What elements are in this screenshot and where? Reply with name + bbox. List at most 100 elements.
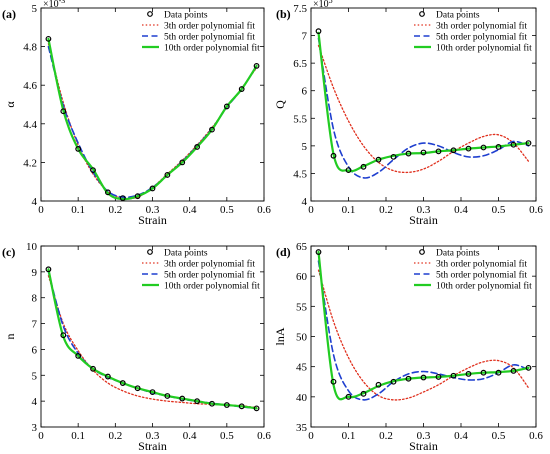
- data-point: [149, 389, 156, 395]
- x-tick-label: 0.3: [417, 430, 431, 442]
- y-axis-multiplier: ×10-3: [43, 0, 65, 10]
- x-tick-label: 0.4: [454, 430, 468, 442]
- data-point: [60, 108, 67, 115]
- y-axis-label: n: [3, 334, 17, 340]
- legend-label: 10th order polynomial fit: [164, 280, 260, 291]
- panel-d: 0 0.1 0.2 0.3 0.4 0.5 0.6 35 40 45 50 55 60 65 Strain l…: [273, 241, 543, 453]
- data-point: [60, 332, 67, 339]
- series-line-fit-10th: [47, 268, 258, 410]
- y-tick-label: 40: [296, 392, 308, 404]
- y-tick-label: 6.5: [293, 58, 307, 70]
- y-axis-label: lnA: [273, 327, 287, 345]
- legend-label: 10th order polynomial fit: [436, 280, 532, 291]
- y-tick-label: 50: [296, 332, 308, 344]
- y-tick-label: 4: [32, 196, 38, 208]
- data-point: [405, 375, 412, 382]
- legend-label: 3th order polynomial fit: [164, 258, 255, 269]
- data-point: [90, 365, 96, 372]
- data-point: [450, 147, 457, 154]
- data-point: [223, 402, 230, 408]
- x-tick-label: 0.3: [417, 204, 431, 216]
- series-line-fit-3th: [317, 269, 530, 401]
- y-tick-label: 4.6: [23, 80, 37, 92]
- x-tick-label: 0: [308, 204, 314, 216]
- panel-label: (a): [2, 7, 16, 21]
- data-point: [90, 167, 96, 174]
- multiplier-exponent: -3: [59, 0, 66, 5]
- x-tick-label: 0.5: [220, 204, 234, 216]
- legend-label: 5th order polynomial fit: [164, 31, 255, 42]
- x-tick-label: 0.5: [220, 430, 234, 442]
- data-point: [510, 141, 517, 148]
- panel-label: (d): [276, 245, 291, 259]
- x-tick-label: 0: [308, 430, 314, 442]
- y-tick-label: 5: [302, 141, 308, 153]
- legend-label: 5th order polynomial fit: [164, 269, 255, 280]
- x-tick-label: 0.2: [108, 204, 122, 216]
- series-group: [47, 268, 258, 410]
- x-tick-label: 0.4: [454, 204, 468, 216]
- data-point: [450, 372, 457, 379]
- data-point: [375, 381, 382, 388]
- y-tick-label: 7: [302, 31, 308, 43]
- x-tick-label: 0.3: [146, 430, 160, 442]
- series-line-fit-3th: [47, 43, 258, 200]
- panel-c: 0 0.1 0.2 0.3 0.4 0.5 0.6 3 4 5 6 7 8 9 10 Strain n (c) Da…: [2, 241, 271, 453]
- legend-label: Data points: [164, 248, 208, 258]
- x-tick-label: 0.4: [183, 204, 197, 216]
- x-axis-label: Strain: [409, 439, 438, 453]
- y-tick-label: 3: [32, 422, 38, 434]
- y-tick-label: 7: [32, 319, 38, 331]
- x-tick-label: 0.1: [342, 430, 356, 442]
- series-group: [47, 37, 258, 201]
- legend-label: Data points: [164, 10, 208, 20]
- data-point: [238, 403, 245, 410]
- x-axis-label: Strain: [138, 439, 167, 453]
- legend-label: Data points: [436, 10, 480, 20]
- data-point: [119, 380, 126, 386]
- series-line-fit-5th: [47, 45, 258, 199]
- data-point: [194, 144, 201, 150]
- data-point: [209, 126, 215, 133]
- data-point: [253, 63, 260, 69]
- multiplier-base: ×10: [313, 0, 329, 10]
- data-point: [480, 144, 487, 151]
- data-point: [510, 367, 517, 374]
- data-point: [360, 390, 367, 397]
- y-tick-label: 55: [296, 301, 308, 313]
- data-point: [435, 148, 442, 155]
- data-point: [360, 163, 367, 170]
- data-point: [495, 144, 502, 150]
- y-tick-label: 5.5: [293, 113, 307, 125]
- data-point: [45, 266, 52, 273]
- x-axis-label: Strain: [409, 213, 438, 227]
- y-tick-label: 7.5: [293, 3, 307, 15]
- y-tick-label: 65: [296, 241, 308, 253]
- series-line-fit-3th: [47, 275, 258, 409]
- data-point: [465, 371, 472, 377]
- data-point: [253, 405, 260, 412]
- x-tick-label: 0.6: [257, 430, 271, 442]
- x-tick-label: 0.6: [257, 204, 271, 216]
- data-point: [164, 393, 171, 399]
- series-line-fit-5th: [317, 37, 530, 179]
- data-point: [525, 364, 532, 371]
- data-point: [238, 86, 245, 92]
- y-tick-label: 4.2: [23, 157, 37, 169]
- data-point: [179, 395, 186, 402]
- x-tick-label: 0.1: [71, 204, 85, 216]
- data-point: [134, 385, 141, 392]
- data-point: [315, 249, 322, 255]
- data-point: [75, 352, 82, 359]
- x-tick-label: 0.5: [492, 430, 506, 442]
- series-group: [317, 31, 530, 179]
- x-tick-label: 0.6: [529, 204, 543, 216]
- series-line-fit-5th: [317, 260, 530, 401]
- data-point: [345, 167, 352, 174]
- data-point: [480, 369, 487, 376]
- data-point: [525, 140, 532, 147]
- data-point: [465, 145, 472, 152]
- x-tick-label: 0: [38, 430, 44, 442]
- panel-b: 0 0.1 0.2 0.3 0.4 0.5 0.6 4 4.5 5 5.5 6 6.5 7 7.5 Strai…: [273, 0, 543, 227]
